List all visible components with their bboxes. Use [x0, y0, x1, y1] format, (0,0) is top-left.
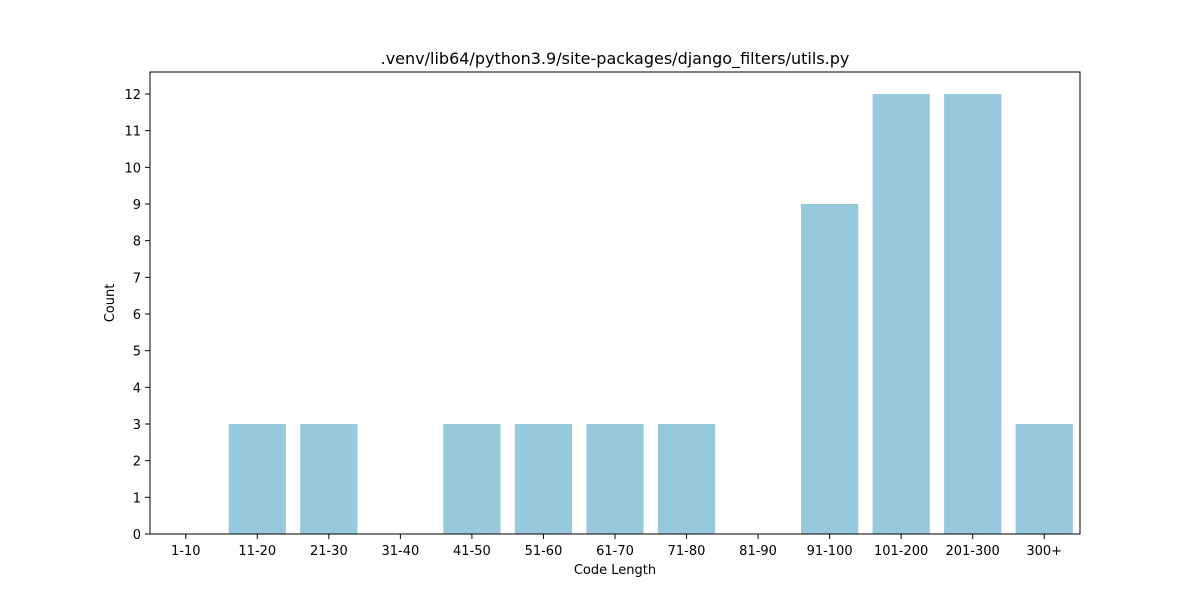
x-tick-label: 91-100: [807, 544, 853, 559]
bar-201-300: [944, 94, 1002, 534]
bars-group: [228, 94, 1073, 534]
y-tick-label: 5: [133, 345, 141, 360]
y-tick-label: 7: [133, 271, 141, 286]
y-tick-label: 11: [124, 125, 141, 140]
x-tick-label: 1-10: [171, 544, 201, 559]
y-tick-label: 6: [133, 308, 141, 323]
x-tick-label: 201-300: [946, 544, 1000, 559]
bar-41-50: [443, 424, 501, 534]
x-tick-label: 300+: [1026, 544, 1062, 559]
chart-title: .venv/lib64/python3.9/site-packages/djan…: [381, 49, 850, 69]
x-tick-label: 31-40: [381, 544, 419, 559]
x-tick-label: 51-60: [525, 544, 563, 559]
y-tick-label: 2: [133, 455, 141, 470]
bar-300+: [1015, 424, 1073, 534]
y-tick-label: 12: [124, 88, 141, 103]
y-tick-label: 1: [133, 491, 141, 506]
bar-11-20: [228, 424, 286, 534]
bar-51-60: [514, 424, 573, 534]
bar-91-100: [801, 204, 859, 534]
y-tick-label: 0: [133, 528, 141, 543]
bar-21-30: [300, 424, 358, 534]
y-tick-label: 8: [133, 235, 141, 250]
y-axis-title: Count: [103, 284, 118, 323]
y-tick-label: 10: [124, 161, 141, 176]
bar-71-80: [657, 424, 716, 534]
y-tick-label: 4: [133, 381, 141, 396]
x-tick-label: 71-80: [668, 544, 706, 559]
x-tick-label: 61-70: [596, 544, 634, 559]
x-axis-title: Code Length: [574, 563, 656, 578]
x-tick-label: 21-30: [310, 544, 348, 559]
x-tick-label: 41-50: [453, 544, 491, 559]
bar-101-200: [872, 94, 930, 534]
y-tick-label: 3: [133, 418, 141, 433]
x-tick-label: 101-200: [874, 544, 928, 559]
y-tick-label: 9: [133, 198, 141, 213]
x-tick-label: 81-90: [739, 544, 777, 559]
x-tick-label: 11-20: [238, 544, 276, 559]
bar-61-70: [586, 424, 644, 534]
x-axis: 1-10 11-20 21-30 31-40 41-50 51-60 61-70 71-80 8…: [171, 534, 1062, 559]
